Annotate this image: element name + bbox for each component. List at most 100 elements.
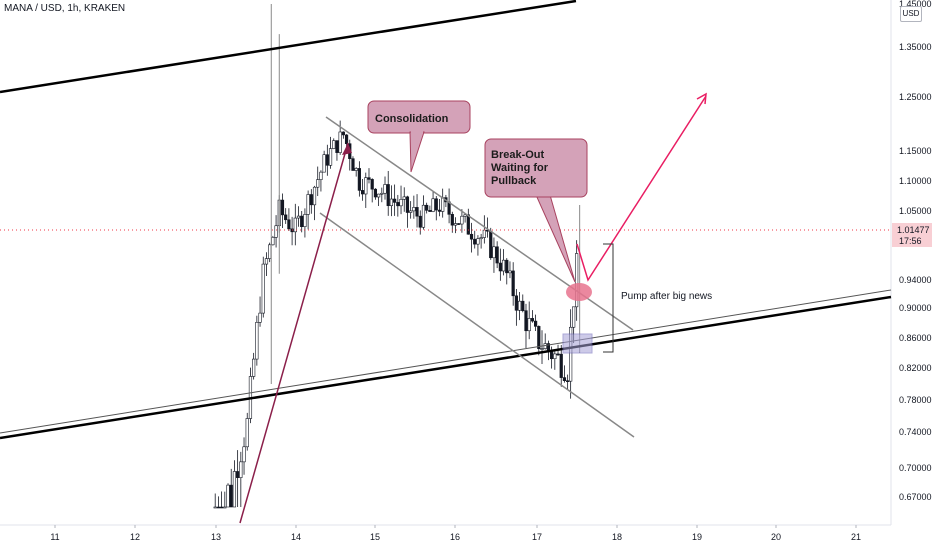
candle-body (354, 168, 358, 171)
time-tick-label: 14 (291, 532, 301, 542)
time-tick-label: 13 (211, 532, 221, 542)
candle-body (425, 204, 429, 211)
candle-body (284, 214, 288, 221)
candle-body (293, 217, 297, 233)
candle-body (421, 204, 426, 228)
candle-body (252, 358, 256, 377)
candle-body (367, 177, 371, 180)
candle-body (566, 380, 570, 382)
candle-body (236, 471, 240, 478)
candle-body (450, 214, 454, 226)
candle-body (460, 215, 464, 225)
breakout-line-2: Waiting for (491, 162, 549, 174)
candle-body (268, 244, 272, 259)
price-tick-label: 1.05000 (899, 206, 932, 216)
consolidation-label: Consolidation (375, 113, 449, 125)
candle-body (492, 246, 496, 259)
price-tick-label: 0.86000 (899, 333, 932, 343)
candle-body (550, 350, 554, 360)
candle-body (245, 418, 249, 448)
candle-body (469, 233, 474, 240)
candle-body (216, 506, 221, 509)
candle-body (463, 214, 467, 217)
candles-layer (213, 4, 581, 509)
candle-body (441, 197, 445, 212)
candle-body (530, 318, 534, 322)
candle-body (309, 194, 313, 206)
candle-body (511, 270, 515, 297)
price-tick-label: 0.94000 (899, 275, 932, 285)
candle-body (559, 353, 563, 378)
candle-body (261, 263, 265, 314)
candle-body (396, 202, 400, 207)
candle-body (556, 353, 560, 356)
candle-body (325, 154, 329, 166)
candle-body (562, 377, 567, 381)
price-tick-label: 0.67000 (899, 492, 932, 502)
candle-body (271, 237, 275, 246)
last-price-tag: 1.01477 17:56 (892, 223, 932, 247)
price-tick-label: 1.15000 (899, 146, 932, 156)
candle-body (409, 210, 413, 213)
projection-arrow-head (696, 92, 707, 105)
projection-arrow (576, 95, 707, 282)
candle-body (360, 190, 365, 195)
candle-body (457, 223, 461, 225)
symbol-header: MANA / USD, 1h, KRAKEN (4, 3, 126, 14)
time-tick-label: 19 (692, 532, 702, 542)
candle-body (453, 223, 458, 226)
candle-body (575, 253, 579, 308)
time-tick-label: 11 (50, 532, 59, 542)
candle-body (540, 348, 544, 350)
candle-body (351, 158, 355, 171)
pump-bracket (603, 243, 614, 353)
candle-body (482, 229, 486, 238)
candle-body (303, 214, 307, 228)
candle-body (338, 131, 342, 153)
candle-body (399, 199, 403, 207)
breakout-line-3: Pullback (491, 175, 537, 187)
candle-body (319, 171, 323, 180)
candle-body (553, 353, 557, 360)
candle-body (364, 177, 368, 195)
rally-arrow-head (342, 143, 352, 155)
candle-body (258, 312, 262, 323)
time-tick-label: 18 (612, 532, 622, 542)
candle-body (239, 461, 243, 478)
candle-body (437, 209, 442, 212)
candle-body (517, 300, 522, 311)
candle-body (383, 184, 387, 194)
breakout-line-1: Break-Out (491, 149, 545, 161)
pump-label: Pump after big news (621, 291, 712, 302)
time-tick-label: 20 (771, 532, 781, 542)
breakout-callout: Break-Out Waiting for Pullback (484, 138, 588, 283)
price-axis[interactable]: 1.45000 1.35000 1.25000 1.15000 1.10000 1.050… (899, 0, 932, 502)
candle-body (312, 186, 317, 206)
candle-body (341, 131, 345, 136)
candle-body (300, 215, 304, 228)
candle-body (242, 446, 246, 463)
time-tick-label: 17 (532, 532, 542, 542)
time-tick-label: 21 (851, 532, 861, 542)
candle-body (389, 198, 394, 207)
candle-body (505, 259, 509, 274)
candle-body (328, 148, 333, 166)
candle-body (418, 215, 422, 228)
price-tick-label: 1.10000 (899, 176, 932, 186)
support-line-thin (0, 289, 892, 434)
time-tick-label: 12 (130, 532, 140, 542)
candle-body (316, 179, 320, 188)
candle-body (572, 306, 576, 328)
candle-body (255, 322, 259, 360)
candle-body (377, 193, 381, 198)
candle-body (220, 506, 224, 509)
currency-unit-button[interactable]: USD (900, 6, 922, 22)
rally-arrow-line (239, 142, 349, 524)
candle-body (479, 237, 483, 240)
candle-body (229, 484, 233, 508)
time-axis[interactable]: 11 12 13 14 15 16 17 18 19 20 21 (50, 525, 861, 542)
candle-body (335, 140, 339, 153)
price-tick-label: 0.82000 (899, 363, 932, 373)
